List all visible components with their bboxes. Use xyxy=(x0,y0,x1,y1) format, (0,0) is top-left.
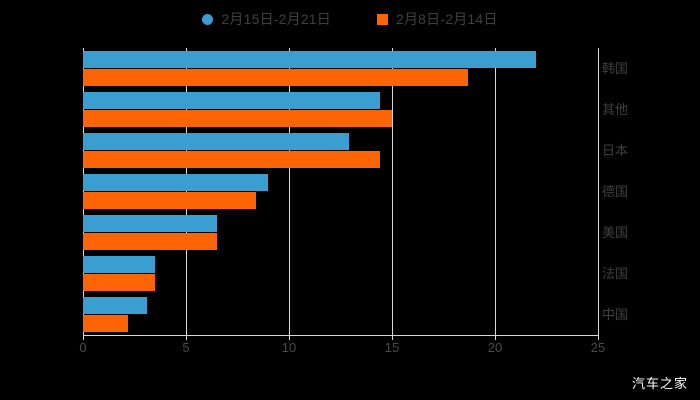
x-axis-tick-label: 20 xyxy=(487,340,503,355)
bar[interactable] xyxy=(83,69,469,86)
x-gridline xyxy=(495,48,496,335)
x-gridline xyxy=(598,48,599,335)
x-axis-tick-label: 5 xyxy=(182,340,190,355)
bar[interactable] xyxy=(83,174,269,191)
x-axis-tick-label: 15 xyxy=(384,340,400,355)
legend-square-icon xyxy=(377,13,388,25)
x-axis-tick-label: 10 xyxy=(281,340,297,355)
x-axis-tick xyxy=(392,335,393,340)
y-axis-category-label: 美国 xyxy=(601,224,628,240)
legend-item[interactable]: 2月15日-2月21日 xyxy=(202,8,331,30)
bar[interactable] xyxy=(83,192,257,209)
bar[interactable] xyxy=(83,233,217,250)
bar[interactable] xyxy=(83,215,217,232)
x-axis-tick-label: 25 xyxy=(590,340,606,355)
x-axis-tick xyxy=(186,335,187,340)
x-gridline xyxy=(186,48,187,335)
x-axis-line xyxy=(83,335,598,336)
y-axis-category-label: 中国 xyxy=(601,306,628,322)
x-axis-tick xyxy=(83,335,84,340)
bar[interactable] xyxy=(83,51,537,68)
plot-area xyxy=(83,48,599,340)
y-axis-category-label: 韩国 xyxy=(601,60,628,76)
x-axis-tick xyxy=(495,335,496,340)
chart-legend: 2月15日-2月21日 2月8日-2月14日 xyxy=(0,8,700,30)
bar[interactable] xyxy=(83,110,392,127)
x-axis-tick xyxy=(289,335,290,340)
y-axis-category-label: 日本 xyxy=(601,142,628,158)
x-gridline xyxy=(289,48,290,335)
y-axis-category-label: 法国 xyxy=(601,265,628,281)
bar[interactable] xyxy=(83,92,380,109)
bar[interactable] xyxy=(83,256,156,273)
bar[interactable] xyxy=(83,133,349,150)
x-axis-tick-label: 0 xyxy=(79,340,87,355)
watermark-label: 汽车之家 xyxy=(631,376,688,391)
bar[interactable] xyxy=(83,274,156,291)
bar[interactable] xyxy=(83,297,147,314)
legend-item-label: 2月15日-2月21日 xyxy=(221,11,331,27)
legend-item[interactable]: 2月8日-2月14日 xyxy=(377,8,498,30)
y-axis-category-label: 德国 xyxy=(601,183,628,199)
bar[interactable] xyxy=(83,315,129,332)
x-axis-tick xyxy=(598,335,599,340)
legend-circle-icon xyxy=(202,13,214,25)
x-gridline xyxy=(392,48,393,335)
y-axis-category-label: 其他 xyxy=(601,101,628,117)
legend-item-label: 2月8日-2月14日 xyxy=(396,11,498,27)
bar[interactable] xyxy=(83,151,380,168)
x-gridline xyxy=(83,48,84,335)
